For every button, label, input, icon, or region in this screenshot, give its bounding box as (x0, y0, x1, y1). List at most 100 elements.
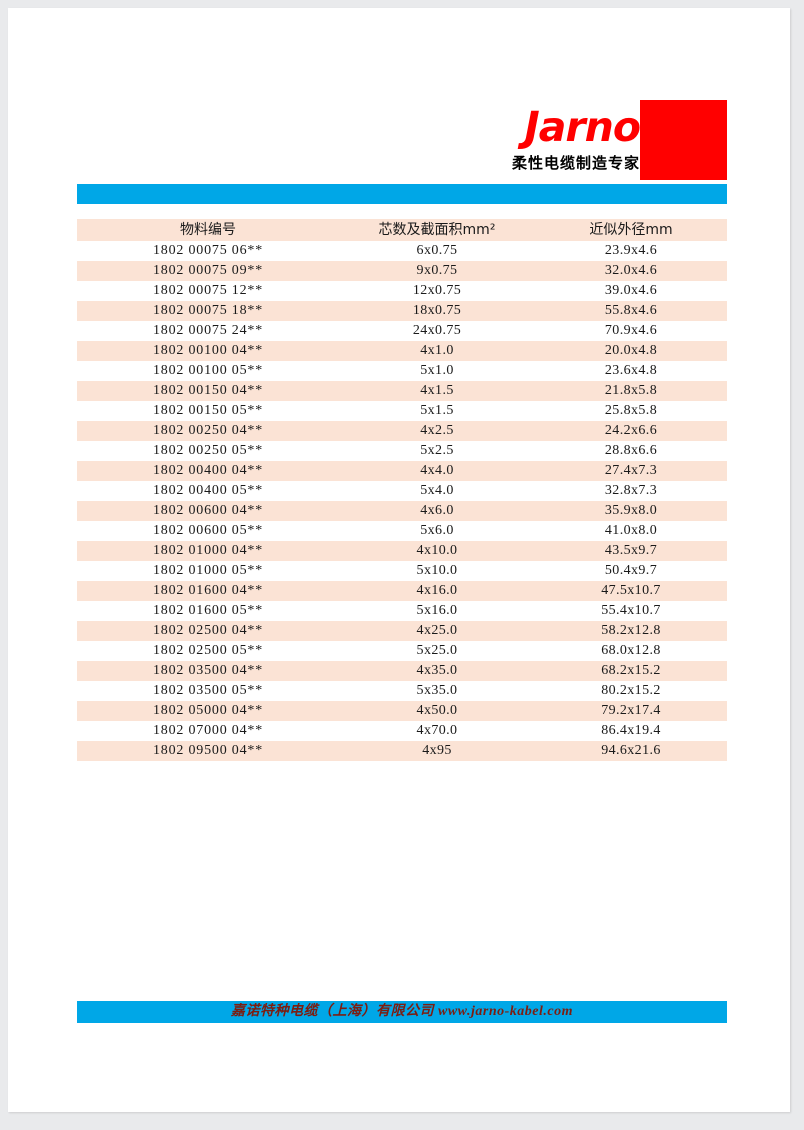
cell-outer-diameter: 68.2x15.2 (535, 661, 727, 681)
cell-outer-diameter: 68.0x12.8 (535, 641, 727, 661)
cell-outer-diameter: 70.9x4.6 (535, 321, 727, 341)
cell-cores-and-area: 5x1.5 (339, 401, 535, 421)
table-row: 1802 00250 05** 5x2.5 28.8x6.6 (77, 441, 727, 461)
cell-part-number: 1802 00075 06** (77, 241, 339, 261)
table-row: 1802 00600 05** 5x6.0 41.0x8.0 (77, 521, 727, 541)
cell-part-number: 1802 00150 05** (77, 401, 339, 421)
table-row: 1802 05000 04** 4x50.0 79.2x17.4 (77, 701, 727, 721)
table-row: 1802 01000 04** 4x10.0 43.5x9.7 (77, 541, 727, 561)
cell-cores-and-area: 4x4.0 (339, 461, 535, 481)
cell-outer-diameter: 39.0x4.6 (535, 281, 727, 301)
column-header-part-number: 物料编号 (77, 219, 339, 241)
cell-outer-diameter: 41.0x8.0 (535, 521, 727, 541)
table-header-row: 物料编号 芯数及截面积mm² 近似外径mm (77, 219, 727, 241)
cell-outer-diameter: 58.2x12.8 (535, 621, 727, 641)
table-row: 1802 00075 06** 6x0.75 23.9x4.6 (77, 241, 727, 261)
table-row: 1802 01600 04** 4x16.0 47.5x10.7 (77, 581, 727, 601)
cell-part-number: 1802 02500 05** (77, 641, 339, 661)
brand-wordmark: Jarno (524, 103, 642, 151)
document-page: Jarno 柔性电缆制造专家 物料编号 芯数及截面积mm² 近似外径mm 180… (8, 8, 790, 1112)
brand-logo-block (640, 100, 727, 180)
cell-outer-diameter: 47.5x10.7 (535, 581, 727, 601)
table-row: 1802 00600 04** 4x6.0 35.9x8.0 (77, 501, 727, 521)
cell-cores-and-area: 12x0.75 (339, 281, 535, 301)
table-row: 1802 00150 04** 4x1.5 21.8x5.8 (77, 381, 727, 401)
cell-outer-diameter: 80.2x15.2 (535, 681, 727, 701)
cell-outer-diameter: 27.4x7.3 (535, 461, 727, 481)
column-header-cores-and-area: 芯数及截面积mm² (339, 219, 535, 241)
cell-cores-and-area: 18x0.75 (339, 301, 535, 321)
cell-part-number: 1802 01600 05** (77, 601, 339, 621)
cell-cores-and-area: 4x1.0 (339, 341, 535, 361)
cell-outer-diameter: 32.8x7.3 (535, 481, 727, 501)
cell-part-number: 1802 00075 18** (77, 301, 339, 321)
table-row: 1802 00400 05** 5x4.0 32.8x7.3 (77, 481, 727, 501)
footer-company-and-website: 嘉诺特种电缆（上海）有限公司 www.jarno-kabel.com (231, 1004, 573, 1019)
column-header-outer-diameter: 近似外径mm (535, 219, 727, 241)
table-row: 1802 00075 12** 12x0.75 39.0x4.6 (77, 281, 727, 301)
table-row: 1802 00100 04** 4x1.0 20.0x4.8 (77, 341, 727, 361)
cell-outer-diameter: 79.2x17.4 (535, 701, 727, 721)
cell-part-number: 1802 00100 04** (77, 341, 339, 361)
cell-part-number: 1802 00100 05** (77, 361, 339, 381)
cable-specification-table: 物料编号 芯数及截面积mm² 近似外径mm 1802 00075 06** 6x0… (77, 219, 727, 761)
cell-outer-diameter: 25.8x5.8 (535, 401, 727, 421)
cell-part-number: 1802 00250 05** (77, 441, 339, 461)
cell-outer-diameter: 23.9x4.6 (535, 241, 727, 261)
cell-part-number: 1802 00150 04** (77, 381, 339, 401)
cell-outer-diameter: 24.2x6.6 (535, 421, 727, 441)
cell-cores-and-area: 24x0.75 (339, 321, 535, 341)
cell-cores-and-area: 5x25.0 (339, 641, 535, 661)
cell-cores-and-area: 5x35.0 (339, 681, 535, 701)
table-row: 1802 00075 18** 18x0.75 55.8x4.6 (77, 301, 727, 321)
cell-outer-diameter: 50.4x9.7 (535, 561, 727, 581)
table-row: 1802 03500 05** 5x35.0 80.2x15.2 (77, 681, 727, 701)
cell-part-number: 1802 00600 05** (77, 521, 339, 541)
cell-outer-diameter: 43.5x9.7 (535, 541, 727, 561)
cell-cores-and-area: 9x0.75 (339, 261, 535, 281)
cell-cores-and-area: 4x2.5 (339, 421, 535, 441)
cell-cores-and-area: 4x16.0 (339, 581, 535, 601)
cell-part-number: 1802 01000 04** (77, 541, 339, 561)
cell-cores-and-area: 4x10.0 (339, 541, 535, 561)
cell-cores-and-area: 4x1.5 (339, 381, 535, 401)
cell-outer-diameter: 55.4x10.7 (535, 601, 727, 621)
cell-cores-and-area: 4x6.0 (339, 501, 535, 521)
cell-part-number: 1802 02500 04** (77, 621, 339, 641)
cell-cores-and-area: 4x25.0 (339, 621, 535, 641)
cell-outer-diameter: 21.8x5.8 (535, 381, 727, 401)
cell-part-number: 1802 00400 04** (77, 461, 339, 481)
cell-outer-diameter: 23.6x4.8 (535, 361, 727, 381)
cell-part-number: 1802 00075 12** (77, 281, 339, 301)
footer-accent-bar: 嘉诺特种电缆（上海）有限公司 www.jarno-kabel.com (77, 1001, 727, 1023)
cell-part-number: 1802 00600 04** (77, 501, 339, 521)
cell-cores-and-area: 4x70.0 (339, 721, 535, 741)
cell-outer-diameter: 28.8x6.6 (535, 441, 727, 461)
cell-cores-and-area: 4x95 (339, 741, 535, 761)
cell-part-number: 1802 00400 05** (77, 481, 339, 501)
cell-cores-and-area: 4x50.0 (339, 701, 535, 721)
cell-part-number: 1802 01600 04** (77, 581, 339, 601)
cell-cores-and-area: 5x16.0 (339, 601, 535, 621)
cell-outer-diameter: 35.9x8.0 (535, 501, 727, 521)
table-row: 1802 03500 04** 4x35.0 68.2x15.2 (77, 661, 727, 681)
cell-outer-diameter: 94.6x21.6 (535, 741, 727, 761)
cell-part-number: 1802 00250 04** (77, 421, 339, 441)
table-row: 1802 07000 04** 4x70.0 86.4x19.4 (77, 721, 727, 741)
cell-cores-and-area: 5x6.0 (339, 521, 535, 541)
cell-part-number: 1802 07000 04** (77, 721, 339, 741)
cell-part-number: 1802 03500 05** (77, 681, 339, 701)
cell-cores-and-area: 5x2.5 (339, 441, 535, 461)
table-row: 1802 02500 04** 4x25.0 58.2x12.8 (77, 621, 727, 641)
cell-part-number: 1802 00075 24** (77, 321, 339, 341)
table-row: 1802 00075 09** 9x0.75 32.0x4.6 (77, 261, 727, 281)
cell-part-number: 1802 00075 09** (77, 261, 339, 281)
table-row: 1802 09500 04** 4x95 94.6x21.6 (77, 741, 727, 761)
cell-outer-diameter: 20.0x4.8 (535, 341, 727, 361)
cell-part-number: 1802 05000 04** (77, 701, 339, 721)
cell-outer-diameter: 55.8x4.6 (535, 301, 727, 321)
table-row: 1802 02500 05** 5x25.0 68.0x12.8 (77, 641, 727, 661)
brand-subtitle: 柔性电缆制造专家 (511, 154, 640, 172)
table-row: 1802 01000 05** 5x10.0 50.4x9.7 (77, 561, 727, 581)
table-row: 1802 00100 05** 5x1.0 23.6x4.8 (77, 361, 727, 381)
